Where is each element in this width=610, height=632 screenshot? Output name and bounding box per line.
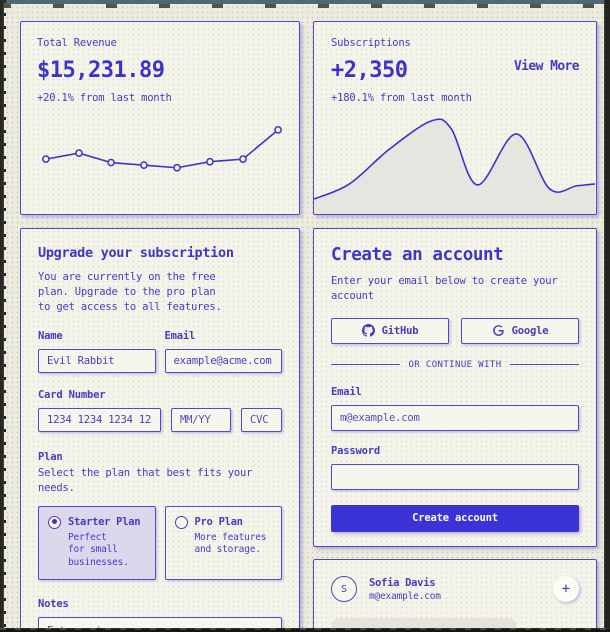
upgrade-card-title: Upgrade your subscription (38, 245, 234, 261)
card-number-field[interactable] (38, 408, 161, 433)
subscriptions-delta: +180.1% from last month (331, 92, 472, 104)
subscriptions-card-title: Subscriptions (331, 37, 411, 49)
plan-description: Select the plan that best fits your need… (38, 467, 253, 495)
view-more-link[interactable]: View More (513, 58, 580, 74)
pro-plan-name: Pro Plan (194, 516, 243, 529)
subscriptions-value: +2,350 (331, 58, 408, 83)
upgrade-subscription-card: Upgrade your subscription You are curren… (20, 228, 300, 632)
upgrade-card-description: You are currently on the free plan. Upgr… (38, 271, 222, 313)
or-continue-divider: OR CONTINUE WITH (331, 359, 580, 370)
card-number-label: Card Number (38, 389, 106, 402)
divider-line-left (331, 364, 401, 366)
member-name: Sofia Davis (369, 576, 436, 589)
create-account-card: Create an account Enter your email below… (313, 228, 597, 547)
create-account-button[interactable]: Create account (331, 504, 579, 532)
divider-line-right (509, 364, 580, 366)
avatar: S (331, 576, 357, 602)
notes-label: Notes (38, 597, 69, 610)
google-button[interactable]: Google (461, 317, 579, 344)
github-button-label: GitHub (381, 324, 419, 337)
name-label: Name (38, 330, 63, 343)
member-email: m@example.com (369, 590, 441, 602)
name-field[interactable] (38, 349, 156, 374)
card-expiry-field[interactable] (171, 408, 231, 433)
plan-label: Plan (38, 451, 63, 464)
card-cvc-field[interactable] (241, 408, 282, 433)
password-label: Password (331, 444, 380, 457)
starter-plan-radio[interactable] (48, 515, 61, 529)
pro-plan-option[interactable]: Pro Plan More features and storage. (164, 505, 282, 580)
frame-edge-left (0, 0, 4, 632)
revenue-value: $15,231.89 (37, 58, 165, 83)
account-email-field[interactable] (331, 404, 579, 431)
starter-plan-name: Starter Plan (68, 516, 141, 529)
revenue-card-title: Total Revenue (37, 37, 117, 49)
github-button[interactable]: GitHub (331, 317, 449, 344)
account-card-description: Enter your email below to create your ac… (331, 275, 558, 302)
starter-plan-description: Perfect for small businesses. (68, 531, 129, 568)
revenue-line-chart (42, 126, 282, 172)
revenue-delta: +20.1% from last month (37, 92, 172, 104)
account-email-label: Email (331, 385, 362, 398)
email-label: Email (164, 330, 196, 343)
team-member-card: S Sofia Davis m@example.com + (313, 559, 597, 632)
subscriptions-card: Subscriptions +2,350 View More +180.1% f… (313, 21, 597, 215)
starter-plan-option[interactable]: Starter Plan Perfect for small businesse… (38, 505, 156, 580)
total-revenue-card: Total Revenue $15,231.89 +20.1% from las… (20, 21, 300, 215)
frame-bottom-ticks (0, 628, 610, 630)
frame-top-ticks (0, 4, 610, 8)
frame-edge-bottom (0, 628, 610, 632)
subscriptions-area-chart (314, 118, 595, 214)
account-card-title: Create an account (331, 245, 504, 265)
divider-text: OR CONTINUE WITH (408, 359, 502, 370)
plus-icon: + (561, 581, 571, 597)
frame-left-ticks (4, 0, 6, 632)
google-icon (492, 325, 504, 337)
frame-edge-right (604, 0, 610, 632)
email-field[interactable] (164, 349, 282, 374)
frame-edge-top (0, 0, 610, 4)
github-icon (361, 324, 375, 337)
pro-plan-description: More features and storage. (194, 531, 267, 556)
pro-plan-radio[interactable] (174, 515, 188, 529)
add-member-button[interactable]: + (553, 576, 579, 602)
password-field[interactable] (331, 463, 579, 490)
google-button-label: Google (511, 324, 549, 337)
